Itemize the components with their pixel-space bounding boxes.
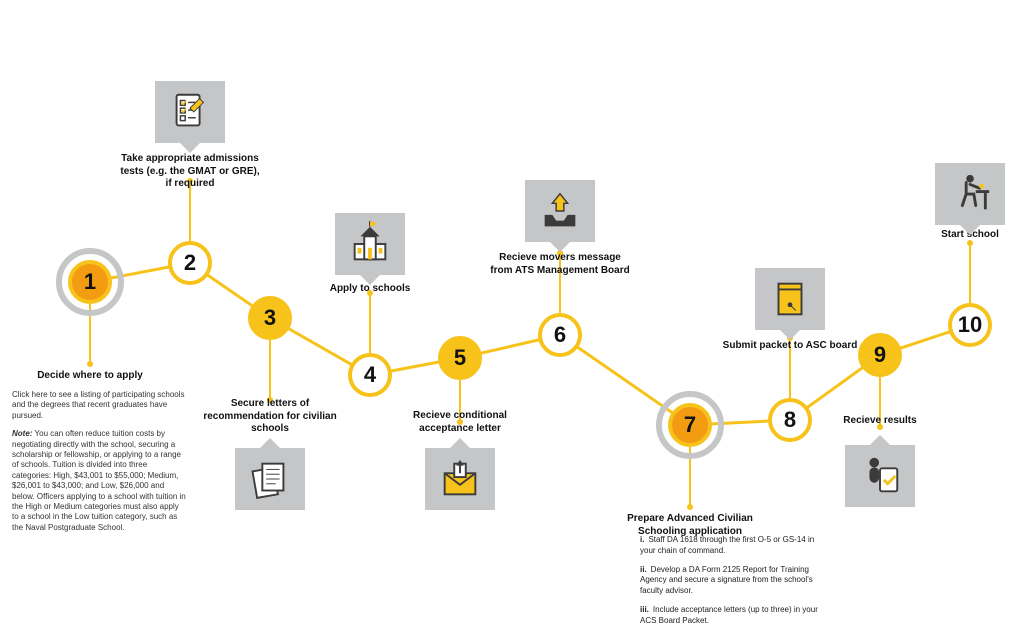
step-label-8: Submit packet to ASC board (720, 340, 860, 353)
step-node-10: 10 (948, 303, 992, 347)
clipboard-icon-bubble (845, 445, 915, 507)
step-label-6: Recieve movers message from ATS Manageme… (490, 252, 630, 277)
step-label-5: Recieve conditional acceptance letter (390, 410, 530, 435)
step-node-3: 3 (248, 296, 292, 340)
inbox-icon-bubble (525, 180, 595, 242)
packet-icon-bubble (755, 268, 825, 330)
papers-icon-bubble (235, 448, 305, 510)
checklist-icon-bubble (155, 81, 225, 143)
subitem: ii.Develop a DA Form 2125 Report for Tra… (640, 565, 830, 597)
infographic-canvas: 1 Decide where to apply Click here to see … (0, 0, 1024, 640)
subitem: iii.Include acceptance letters (up to th… (640, 605, 830, 627)
step-node-8: 8 (768, 398, 812, 442)
step-node-5: 5 (438, 336, 482, 380)
step-label-1: Decide where to apply (20, 370, 160, 383)
step-subitems-7: i.Staff DA 1618 through the first O-5 or… (640, 535, 830, 635)
step-node-9: 9 (858, 333, 902, 377)
step-node-7: 7 (668, 403, 712, 447)
connector-lines (0, 0, 1024, 640)
step-node-6: 6 (538, 313, 582, 357)
step-label-2: Take appropriate admissions tests (e.g. … (120, 153, 260, 191)
school-icon-bubble (335, 213, 405, 275)
step-node-4: 4 (348, 353, 392, 397)
step-label-9: Recieve results (810, 415, 950, 428)
step-body-1: Click here to see a listing of participa… (12, 390, 187, 541)
step-node-2: 2 (168, 241, 212, 285)
subitem: i.Staff DA 1618 through the first O-5 or… (640, 535, 830, 557)
step-label-3: Secure letters of recommendation for civ… (200, 398, 340, 436)
envelope-icon-bubble (425, 448, 495, 510)
step-node-1: 1 (68, 260, 112, 304)
desk-icon-bubble (935, 163, 1005, 225)
